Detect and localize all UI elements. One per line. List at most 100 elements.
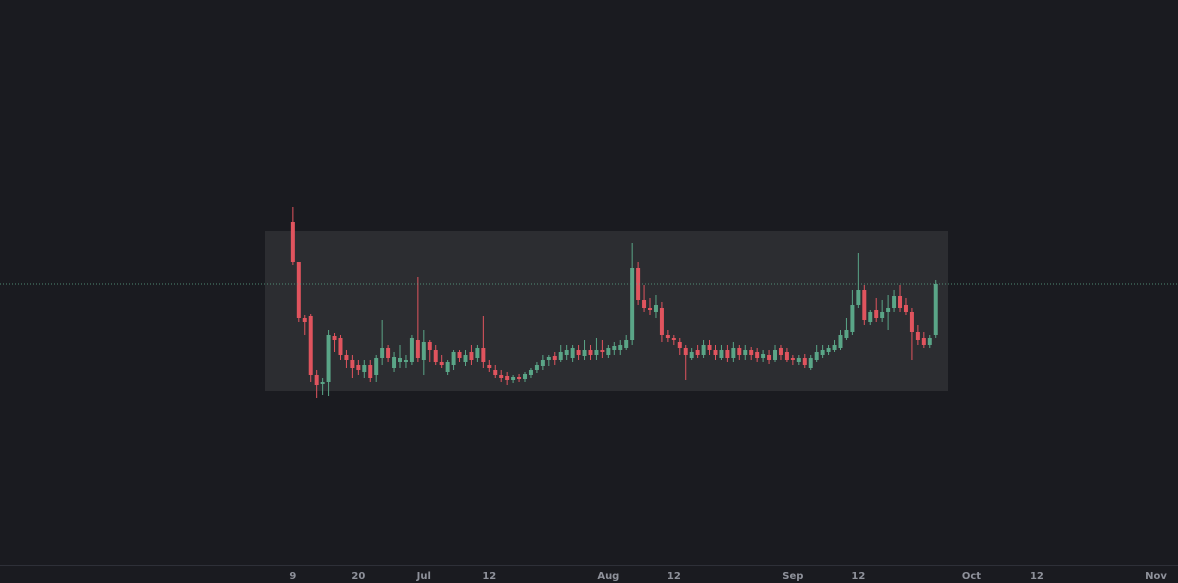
candle-body — [921, 338, 926, 345]
range-box — [265, 231, 948, 391]
candle-body — [421, 342, 426, 360]
candle-body — [534, 365, 539, 370]
candle-body — [731, 348, 736, 358]
candle-body — [915, 332, 920, 340]
candle-body — [332, 336, 337, 340]
candle-body — [784, 352, 789, 360]
candle-body — [856, 290, 861, 305]
candle-body — [737, 348, 742, 355]
candle-body — [773, 350, 778, 360]
candle-body — [844, 330, 849, 338]
candle-body — [439, 362, 444, 365]
candle-body — [481, 348, 486, 362]
candle-body — [624, 340, 629, 348]
candle-body — [505, 376, 510, 380]
candle-body — [903, 305, 908, 312]
candle-body — [636, 268, 641, 300]
candle-body — [368, 365, 373, 378]
candle-body — [630, 268, 635, 340]
candle-body — [576, 350, 581, 355]
candle-body — [308, 316, 313, 375]
candle-body — [606, 348, 611, 355]
candle-body — [874, 310, 879, 318]
x-tick-label: 20 — [351, 571, 365, 582]
candle-body — [767, 355, 772, 360]
candle-body — [594, 350, 599, 355]
x-tick-label: 12 — [1030, 571, 1044, 582]
x-tick-label: 12 — [667, 571, 681, 582]
candle-body — [540, 360, 545, 366]
candle-body — [398, 358, 403, 362]
candle-body — [648, 308, 653, 310]
candle-body — [796, 358, 801, 362]
candle-body — [314, 375, 319, 385]
candle-body — [671, 338, 676, 340]
candle-body — [457, 352, 462, 358]
x-tick-label: 12 — [482, 571, 496, 582]
candle-body — [350, 360, 355, 368]
candle-body — [546, 357, 551, 360]
x-tick-label: 9 — [289, 571, 296, 582]
x-tick-label: Oct — [962, 571, 981, 582]
candle-body — [511, 377, 516, 380]
candle-body — [499, 375, 504, 378]
candle-body — [463, 355, 468, 362]
candle-body — [677, 342, 682, 348]
candle-body — [374, 358, 379, 375]
candle-body — [320, 382, 325, 384]
candle-body — [927, 338, 932, 345]
candle-body — [415, 340, 420, 358]
candle-body — [749, 350, 754, 355]
candle-body — [725, 350, 730, 358]
candle-body — [683, 348, 688, 355]
candle-body — [296, 262, 301, 318]
candle-body — [832, 345, 837, 350]
candle-body — [356, 365, 361, 370]
candle-body — [403, 360, 408, 362]
candle-body — [933, 284, 938, 335]
candle-body — [344, 355, 349, 360]
candle-body — [868, 312, 873, 322]
candle-body — [909, 312, 914, 332]
candle-body — [302, 318, 307, 322]
candle-body — [898, 296, 903, 308]
candle-body — [659, 308, 664, 335]
candle-body — [653, 305, 658, 312]
candle-body — [707, 345, 712, 350]
x-tick-label: Jul — [416, 571, 431, 582]
candle-body — [392, 357, 397, 368]
candle-body — [326, 335, 331, 382]
candle-body — [582, 350, 587, 356]
candle-body — [523, 374, 528, 379]
x-tick-label: 12 — [851, 571, 865, 582]
candle-body — [517, 377, 522, 379]
candle-body — [802, 358, 807, 365]
candle-body — [552, 356, 557, 360]
candle-body — [493, 370, 498, 375]
candle-body — [570, 348, 575, 358]
x-tick-label: Aug — [597, 571, 619, 582]
candle-body — [588, 350, 593, 355]
candle-body — [826, 348, 831, 352]
candle-body — [642, 300, 647, 308]
candle-body — [558, 352, 563, 360]
candle-body — [380, 348, 385, 358]
candle-body — [755, 352, 760, 358]
candle-body — [814, 352, 819, 360]
candle-body — [451, 352, 456, 365]
candle-body — [719, 350, 724, 358]
candle-body — [445, 362, 450, 372]
candle-body — [689, 352, 694, 358]
candle-body — [433, 350, 438, 362]
candle-body — [808, 358, 813, 368]
candle-body — [564, 350, 569, 355]
candle-body — [695, 350, 700, 355]
candle-body — [290, 222, 295, 262]
candle-body — [618, 345, 623, 350]
candle-body — [743, 350, 748, 355]
candle-body — [778, 348, 783, 355]
candle-body — [820, 350, 825, 355]
candle-body — [761, 354, 766, 358]
candle-body — [701, 345, 706, 355]
